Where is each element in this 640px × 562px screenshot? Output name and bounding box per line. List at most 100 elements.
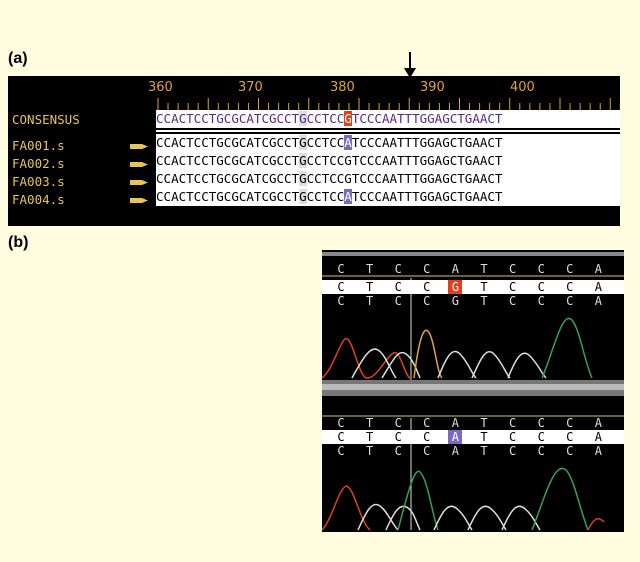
base: T [494, 153, 503, 168]
base: C [306, 135, 315, 150]
base: C [329, 111, 337, 126]
base: T [321, 189, 330, 204]
base-call: C [566, 262, 574, 276]
base: C [238, 135, 247, 150]
base: C [223, 189, 232, 204]
base: A [171, 153, 179, 168]
base: C [156, 189, 164, 204]
base-call: C [537, 280, 545, 294]
base: G [464, 135, 473, 150]
base: G [268, 189, 277, 204]
base: C [366, 111, 375, 126]
sequence-alignment-panel[interactable]: 360 370 380 390 400 CONSENSUS CCACTCCTGC… [8, 76, 620, 226]
base: T [494, 189, 503, 204]
base: G [344, 171, 352, 186]
base: A [479, 111, 488, 126]
base-call: T [365, 294, 374, 308]
base-call: A [594, 262, 602, 276]
base-call: C [394, 262, 402, 276]
base: A [472, 135, 480, 150]
base: A [381, 153, 390, 168]
base: T [186, 111, 194, 126]
base: C [163, 153, 172, 168]
base-call: C [423, 294, 431, 308]
base: C [201, 111, 209, 126]
base-call: C [537, 262, 545, 276]
base: A [479, 189, 488, 204]
base-call: C [537, 416, 545, 430]
base: C [284, 153, 292, 168]
base: T [321, 171, 330, 186]
base-call: C [394, 280, 402, 294]
base: C [449, 135, 458, 150]
base-call: A [594, 280, 602, 294]
base-call: A [451, 416, 459, 430]
base: C [306, 189, 315, 204]
position-arrow-icon [404, 52, 416, 78]
base: A [434, 189, 443, 204]
base-call: C [566, 294, 574, 308]
base: T [351, 135, 360, 150]
base: C [178, 189, 187, 204]
base: T [321, 111, 330, 126]
base: G [216, 135, 224, 150]
base: T [457, 189, 465, 204]
base: T [291, 153, 300, 168]
base: G [344, 153, 352, 168]
base: G [427, 189, 435, 204]
base: T [404, 189, 413, 204]
base: C [487, 111, 495, 126]
base-call: C [566, 416, 574, 430]
base: G [419, 111, 428, 126]
base: A [479, 153, 488, 168]
base: G [464, 153, 473, 168]
base: C [193, 153, 202, 168]
base: C [178, 171, 187, 186]
base: C [329, 171, 337, 186]
base: T [494, 135, 503, 150]
base: T [494, 111, 503, 126]
base-call: C [508, 444, 517, 458]
ruler-tick-label: 390 [420, 80, 445, 95]
base: T [351, 153, 360, 168]
base-call: C [566, 430, 574, 444]
base: C [306, 171, 315, 186]
base: C [201, 153, 209, 168]
base: A [434, 171, 443, 186]
base-call: T [480, 262, 488, 276]
base: T [186, 135, 194, 150]
base: C [261, 135, 269, 150]
base: A [381, 189, 390, 204]
base: C [201, 171, 209, 186]
base: C [193, 171, 202, 186]
base: G [442, 171, 450, 186]
base: T [457, 111, 465, 126]
read-name[interactable]: FA001.s [12, 138, 65, 153]
base: G [299, 135, 307, 150]
base: C [449, 171, 458, 186]
base-call: T [365, 280, 374, 294]
base: C [487, 153, 495, 168]
base: T [494, 171, 503, 186]
base: C [314, 171, 322, 186]
base: T [412, 189, 420, 204]
read-name[interactable]: FA003.s [12, 174, 65, 189]
base-call: C [537, 430, 545, 444]
base: C [487, 189, 495, 204]
base: C [261, 153, 269, 168]
base: T [404, 171, 413, 186]
base-call: C [394, 294, 402, 308]
read-name[interactable]: FA004.s [12, 192, 65, 207]
base: T [397, 189, 405, 204]
base: G [419, 153, 428, 168]
read-direction-icon [130, 180, 148, 185]
base: C [314, 189, 322, 204]
base: A [171, 189, 179, 204]
base-call: C [337, 444, 345, 458]
read-name[interactable]: FA002.s [12, 156, 65, 171]
base: G [427, 135, 435, 150]
base: A [171, 135, 179, 150]
base: C [374, 111, 382, 126]
